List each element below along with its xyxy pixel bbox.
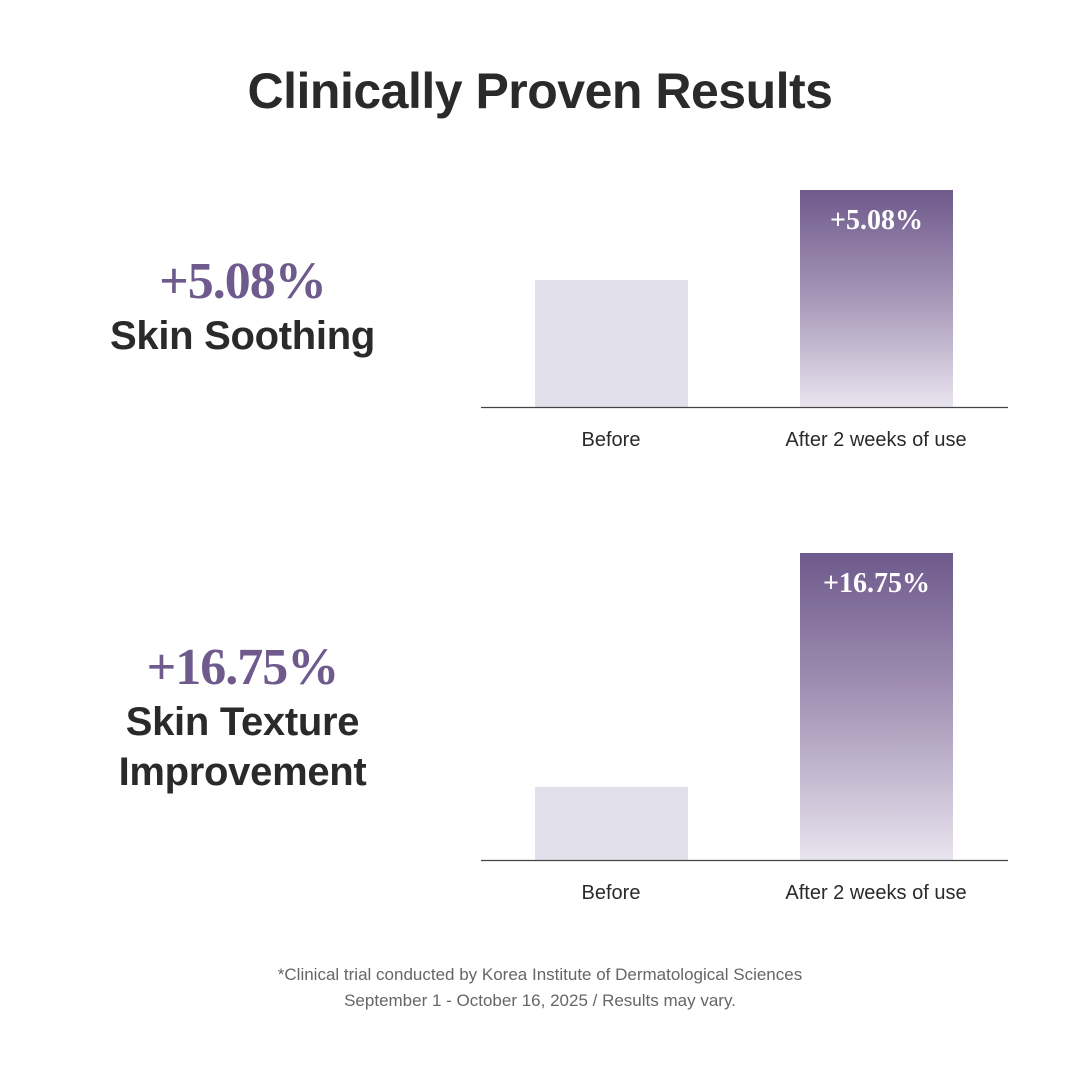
bar-after <box>800 190 953 407</box>
metric-skin-texture: +16.75% Skin Texture Improvement <box>60 638 425 797</box>
footnote-line1: *Clinical trial conducted by Korea Insti… <box>277 965 803 984</box>
category-label: After 2 weeks of use <box>785 429 966 451</box>
bar-after <box>800 553 953 860</box>
footnote: *Clinical trial conducted by Korea Insti… <box>0 962 1080 1014</box>
footnote-line2: September 1 - October 16, 2025 / Results… <box>344 991 736 1010</box>
bar-before <box>535 786 688 860</box>
metric-skin-soothing: +5.08% Skin Soothing <box>60 252 425 361</box>
metric-value: +16.75% <box>146 639 340 696</box>
metric-label-line2: Improvement <box>118 750 367 794</box>
metric-label: Skin Soothing <box>110 314 375 358</box>
metric-value: +5.08% <box>159 253 327 310</box>
category-label: Before <box>582 882 641 904</box>
bar-before <box>535 280 688 407</box>
category-label: Before <box>582 429 641 451</box>
bar-data-label: +16.75% <box>823 568 930 599</box>
bar-data-label: +5.08% <box>830 205 923 236</box>
metric-label-line1: Skin Texture <box>125 700 360 744</box>
page-title: Clinically Proven Results <box>247 63 833 119</box>
category-label: After 2 weeks of use <box>785 882 966 904</box>
